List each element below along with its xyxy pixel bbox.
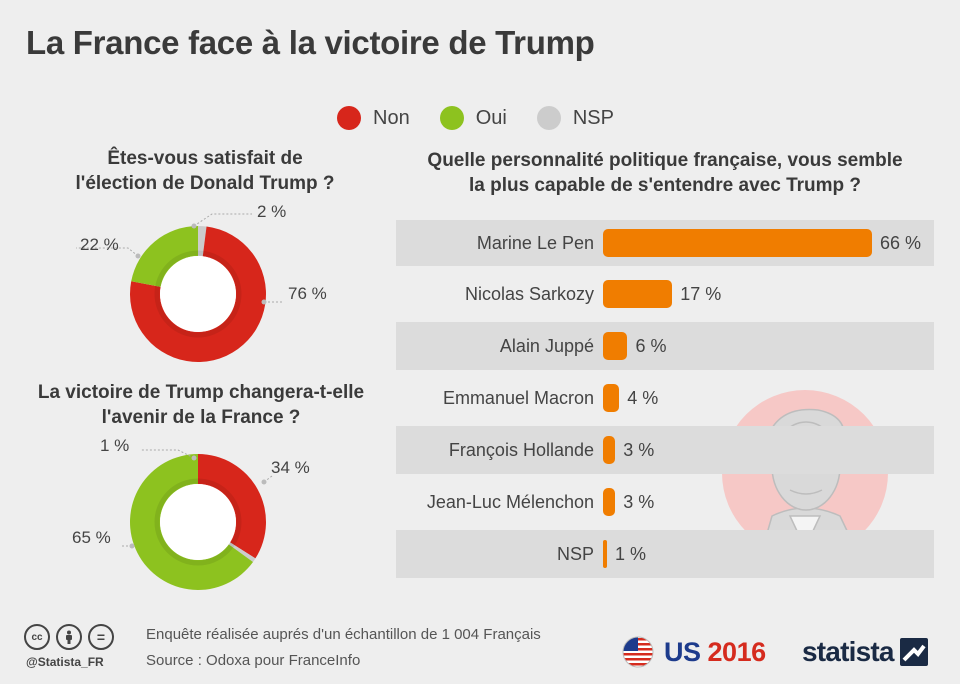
footer-note: Enquête réalisée auprés d'un échantillon… (146, 626, 541, 643)
donut2-label-nsp: 1 % (100, 436, 130, 455)
donut-slice-nsp (228, 542, 256, 562)
statista-wordmark: statista (802, 636, 894, 667)
cc-by-icon (56, 624, 82, 650)
statista-mark-icon (899, 638, 928, 666)
donut-slice-non (198, 454, 266, 559)
donut1-label-non: 76 % (288, 284, 327, 303)
trump-portrait-icon (722, 390, 888, 556)
donut-inner-shadow (154, 478, 242, 566)
bar-chart-title: Quelle personnalité politique française,… (396, 148, 934, 198)
donut2-label-oui: 65 % (72, 528, 111, 547)
footer-handle: @Statista_FR (26, 655, 104, 669)
statista-logo: statista (802, 636, 928, 668)
donut1-title-line1: Êtes-vous satisfait de (107, 148, 303, 169)
legend-swatch-oui (439, 106, 464, 130)
license-icons: cc = (24, 624, 114, 650)
donut1-label-nsp: 2 % (257, 202, 287, 221)
donut2-title-line1: La victoire de Trump changera-t-elle (37, 382, 365, 403)
donut-slice-non (130, 226, 267, 362)
leader-dot-oui (129, 543, 135, 549)
leader-line-nsp (193, 213, 252, 227)
leader-dot-nsp (191, 223, 197, 229)
legend-swatch-non (337, 106, 361, 130)
us-flag-icon (622, 636, 654, 668)
legend-label-non: Non (373, 106, 410, 129)
donut-inner-shadow (154, 250, 242, 338)
footer-source: Source : Odoxa pour FranceInfo (146, 652, 361, 669)
leader-line-oui (76, 247, 139, 257)
page-title: La France face à la victoire de Trump (26, 24, 595, 61)
legend-item-non: Non (337, 106, 410, 130)
donut-hole (160, 256, 236, 332)
leader-dot-non (261, 299, 267, 305)
donut-slice-oui (130, 454, 254, 591)
cc-icon: cc (24, 624, 50, 650)
donut2-title: La victoire de Trump changera-t-elle l'a… (16, 380, 386, 430)
donut1-label-oui: 22 % (80, 235, 119, 254)
donut2-label-non: 34 % (271, 458, 310, 477)
legend-item-oui: Oui (439, 106, 507, 130)
leader-dot-nsp (191, 455, 197, 461)
donut-slice-oui (131, 226, 198, 287)
legend-label-oui: Oui (475, 106, 507, 129)
donut2-title-line2: l'avenir de la France ? (101, 407, 301, 428)
us2016-text: US 2016 (664, 637, 766, 668)
leader-line-nsp (140, 449, 195, 459)
bar-title-line1: Quelle personnalité politique française,… (427, 150, 903, 171)
cc-nd-icon: = (88, 624, 114, 650)
leader-dot-non (261, 479, 267, 485)
donut-slice-nsp (198, 226, 207, 257)
us2016-logo: US 2016 (622, 636, 766, 668)
leader-dot-oui (135, 253, 141, 259)
donut1-title: Êtes-vous satisfait de l'élection de Don… (40, 146, 370, 196)
donut-hole (160, 484, 236, 560)
legend-item-nsp: NSP (536, 106, 614, 130)
year-text: 2016 (707, 636, 767, 667)
us-text: US (664, 636, 701, 667)
legend-swatch-nsp (536, 106, 561, 130)
donut1-title-line2: l'élection de Donald Trump ? (75, 173, 335, 194)
legend: Non Oui NSP (337, 106, 644, 130)
legend-label-nsp: NSP (572, 106, 614, 129)
bar-title-line2: la plus capable de s'entendre avec Trump… (468, 175, 862, 196)
